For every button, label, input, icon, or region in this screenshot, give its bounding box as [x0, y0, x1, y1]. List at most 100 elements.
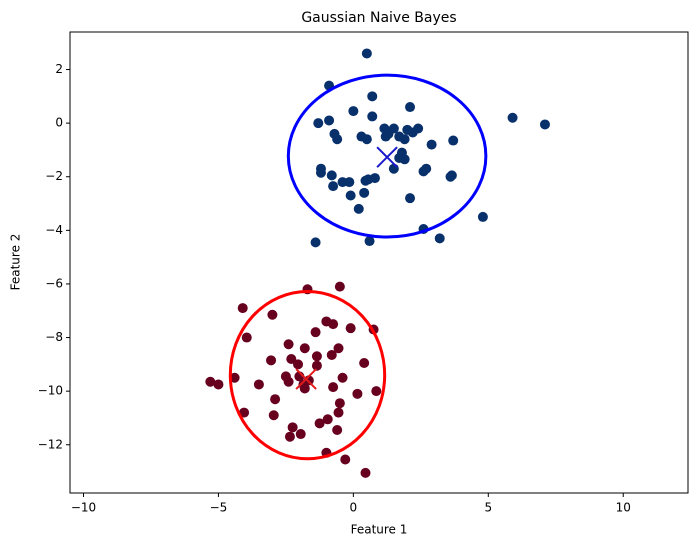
- chart-title: Gaussian Naive Bayes: [301, 10, 456, 26]
- point: [361, 48, 372, 59]
- point: [284, 431, 295, 442]
- class-mean: [295, 368, 317, 390]
- y-tick-label: −2: [45, 169, 63, 183]
- point: [229, 372, 240, 383]
- point: [360, 175, 371, 186]
- point: [299, 343, 310, 354]
- point: [213, 379, 224, 390]
- point: [359, 187, 370, 198]
- point: [332, 134, 343, 145]
- point: [326, 349, 337, 360]
- point: [314, 418, 325, 429]
- mean-cross: [376, 146, 398, 168]
- point: [298, 379, 309, 390]
- point: [295, 429, 306, 440]
- y-tick-label: −12: [38, 437, 63, 451]
- point: [334, 398, 345, 409]
- point: [371, 386, 382, 397]
- point: [324, 115, 335, 126]
- point: [413, 123, 424, 134]
- point: [434, 233, 445, 244]
- point: [239, 407, 250, 418]
- point: [270, 394, 281, 405]
- point: [268, 410, 279, 421]
- point: [340, 454, 351, 465]
- point: [311, 360, 322, 371]
- point: [348, 106, 359, 117]
- y-tick-label: −6: [45, 276, 63, 290]
- point: [446, 170, 457, 181]
- point: [337, 372, 348, 383]
- point: [237, 303, 248, 314]
- class-ellipse: [228, 289, 387, 461]
- x-tick-label: −10: [71, 501, 96, 515]
- class-mean: [376, 146, 398, 168]
- point: [421, 163, 432, 174]
- plot-frame: [69, 31, 689, 494]
- y-tick-label: −10: [38, 384, 63, 398]
- x-tick-label: 5: [484, 501, 492, 515]
- point: [267, 309, 278, 320]
- point: [322, 414, 333, 425]
- y-axis-label: Feature 2: [9, 234, 23, 291]
- y-tick-label: 2: [55, 62, 63, 76]
- point: [328, 382, 339, 393]
- plot-area: [205, 48, 550, 478]
- point: [344, 177, 355, 188]
- point: [477, 211, 488, 222]
- x-tick-label: 0: [350, 501, 358, 515]
- point: [313, 118, 324, 129]
- point: [283, 376, 294, 387]
- point: [369, 173, 380, 184]
- point: [388, 123, 399, 134]
- point: [360, 467, 371, 478]
- point: [380, 131, 391, 142]
- point: [448, 135, 459, 146]
- point: [367, 111, 378, 122]
- point: [399, 154, 410, 165]
- point: [359, 358, 370, 369]
- point: [334, 281, 345, 292]
- point: [364, 236, 375, 247]
- point: [310, 237, 321, 248]
- point: [352, 388, 363, 399]
- point: [333, 343, 344, 354]
- point: [315, 167, 326, 178]
- point: [293, 359, 304, 370]
- point: [283, 339, 294, 350]
- point: [399, 134, 410, 145]
- point: [539, 119, 550, 130]
- point: [405, 102, 416, 113]
- point: [253, 379, 264, 390]
- point: [333, 407, 344, 418]
- x-tick-label: −5: [210, 501, 228, 515]
- point: [286, 353, 297, 364]
- y-tick-label: −4: [45, 223, 63, 237]
- point: [266, 355, 277, 366]
- point: [205, 376, 216, 387]
- point: [345, 323, 356, 334]
- class-ellipse: [286, 73, 488, 239]
- y-tick-label: 0: [55, 116, 63, 130]
- point: [345, 190, 356, 201]
- point: [367, 91, 378, 102]
- y-tick-label: −8: [45, 330, 63, 344]
- point: [507, 112, 518, 123]
- point: [311, 351, 322, 362]
- x-axis-label: Feature 1: [351, 523, 408, 537]
- point: [287, 422, 298, 433]
- point: [328, 181, 339, 192]
- point: [241, 332, 252, 343]
- point: [326, 170, 337, 181]
- point: [332, 425, 343, 436]
- point: [361, 134, 372, 145]
- mean-cross: [295, 368, 317, 390]
- x-tick-label: 10: [616, 501, 631, 515]
- point: [426, 139, 437, 150]
- point: [310, 327, 321, 338]
- point: [328, 319, 339, 330]
- point: [353, 203, 364, 214]
- point: [405, 193, 416, 204]
